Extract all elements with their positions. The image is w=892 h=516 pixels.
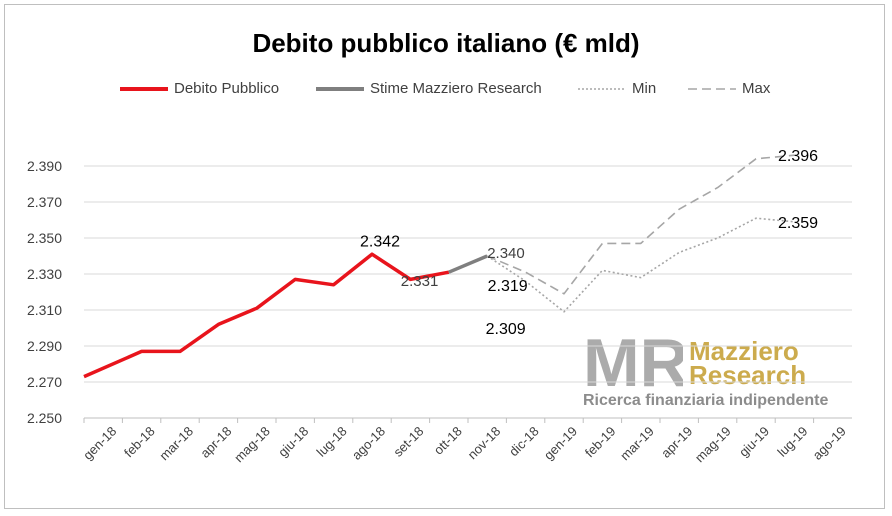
y-tick-label: 2.370 xyxy=(27,194,62,210)
x-tick-label: lug-19 xyxy=(774,424,810,460)
y-tick-label: 2.350 xyxy=(27,230,62,246)
series-line-debito-pubblico xyxy=(83,252,450,379)
y-tick-label: 2.330 xyxy=(27,266,62,282)
x-tick-label: lug-18 xyxy=(314,424,350,460)
logo-line2: Research xyxy=(689,360,807,390)
x-tick-label: mar-19 xyxy=(617,424,657,464)
data-label: 2.331 xyxy=(401,273,439,290)
data-label: 2.319 xyxy=(488,278,528,295)
x-tick-label: gen-19 xyxy=(541,424,580,463)
legend-item-stime: Stime Mazziero Research xyxy=(316,80,542,97)
x-tick-label: ott-18 xyxy=(431,424,465,458)
x-tick-label: mag-19 xyxy=(692,424,734,466)
y-tick-label: 2.250 xyxy=(27,410,62,426)
mazziero-logo: MR Mazziero Research Ricerca finanziaria… xyxy=(583,328,828,414)
x-tick-label: nov-18 xyxy=(465,424,504,463)
x-tick-label: mag-18 xyxy=(231,424,273,466)
data-label: 2.359 xyxy=(778,215,818,232)
legend-label-debito: Debito Pubblico xyxy=(174,80,280,97)
series-line-min xyxy=(486,217,795,313)
x-tick-label: mar-18 xyxy=(156,424,196,464)
logo-letters: MR xyxy=(583,328,683,390)
y-tick-label: 2.290 xyxy=(27,338,62,354)
x-tick-label: feb-18 xyxy=(121,424,158,461)
legend-swatch-min xyxy=(578,87,626,90)
data-label: 2.309 xyxy=(486,321,526,338)
logo-line1: Mazziero xyxy=(689,336,799,366)
legend-swatch-max xyxy=(688,87,736,90)
legend-swatch-stime xyxy=(316,86,364,91)
legend-label-max: Max xyxy=(742,80,771,97)
mr-logo-icon: MR xyxy=(583,328,683,390)
x-tick-label: set-18 xyxy=(390,424,426,460)
x-tick-label: ago-19 xyxy=(810,424,849,463)
x-tick-label: apr-18 xyxy=(197,424,234,461)
legend-item-min: Min xyxy=(578,80,656,97)
x-tick-label: gen-18 xyxy=(80,424,119,463)
data-label: 2.342 xyxy=(360,233,400,250)
x-tick-label: ago-18 xyxy=(349,424,388,463)
data-label: 2.340 xyxy=(487,245,525,262)
data-label: 2.396 xyxy=(778,148,818,165)
legend-item-max: Max xyxy=(688,80,770,97)
legend-swatch-debito xyxy=(120,86,168,91)
legend-item-debito: Debito Pubblico xyxy=(120,80,279,97)
y-tick-label: 2.390 xyxy=(27,158,62,174)
series-line-stime-mazziero-research xyxy=(448,254,488,274)
chart-title: Debito pubblico italiano (€ mld) xyxy=(252,28,640,58)
x-tick-label: giu-19 xyxy=(736,424,772,460)
y-tick-label: 2.310 xyxy=(27,302,62,318)
x-tick-label: dic-18 xyxy=(506,424,542,460)
legend-label-stime: Stime Mazziero Research xyxy=(370,80,542,97)
logo-tagline: Ricerca finanziaria indipendente xyxy=(583,392,829,409)
legend-label-min: Min xyxy=(632,80,657,97)
x-tick-label: apr-19 xyxy=(658,424,695,461)
x-tick-label: feb-19 xyxy=(582,424,619,461)
x-tick-label: giu-18 xyxy=(275,424,311,460)
series-line-max xyxy=(486,154,795,295)
y-tick-label: 2.270 xyxy=(27,374,62,390)
